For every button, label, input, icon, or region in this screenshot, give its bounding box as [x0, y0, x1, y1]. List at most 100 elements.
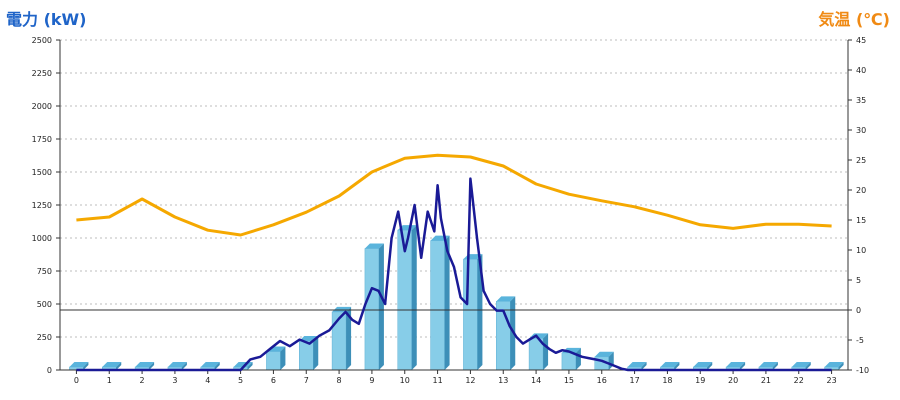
bar-side	[543, 333, 549, 370]
power-line	[76, 177, 832, 372]
x-tick-label: 3	[172, 376, 177, 385]
bar-side	[641, 362, 647, 370]
bar-front	[299, 340, 314, 371]
bar-top	[397, 225, 417, 231]
bar-side	[346, 306, 352, 370]
bar-top	[824, 362, 844, 367]
x-tick-label: 21	[761, 376, 771, 385]
bar-side	[214, 362, 220, 370]
bar-top	[791, 362, 811, 367]
bar-side	[181, 362, 187, 370]
x-tick-label: 7	[304, 376, 309, 385]
bar-side	[378, 243, 384, 370]
bar-top	[102, 362, 122, 367]
bar	[200, 362, 220, 371]
x-tick-label: 4	[205, 376, 210, 385]
bar-top	[496, 296, 516, 302]
bar-top	[594, 351, 614, 357]
bar-top	[758, 362, 778, 367]
right-tick-label: 35	[856, 96, 866, 105]
bar-top	[726, 362, 746, 367]
x-tick-label: 22	[794, 376, 804, 385]
bar	[134, 362, 155, 371]
right-tick-label: 5	[856, 276, 861, 285]
right-tick-label: 40	[856, 66, 866, 75]
bar-top	[660, 362, 680, 367]
bar-side	[247, 362, 253, 370]
bar-front	[266, 351, 281, 371]
bar-side	[575, 347, 581, 370]
bar-side	[838, 362, 844, 370]
left-tick-label: 0	[47, 366, 52, 375]
right-tick-label: 15	[856, 216, 866, 225]
x-tick-label: 9	[369, 376, 374, 385]
temperature-line	[76, 153, 832, 237]
bar-side	[805, 362, 811, 370]
bar-side	[707, 362, 713, 370]
bar	[430, 235, 450, 371]
left-tick-label: 500	[37, 300, 52, 309]
bar-side	[116, 362, 122, 370]
bar	[364, 243, 384, 371]
bar	[824, 362, 844, 371]
x-tick-label: 18	[662, 376, 672, 385]
bar	[693, 362, 713, 371]
right-tick-label: 20	[856, 186, 866, 195]
bar-side	[149, 362, 155, 370]
bar-front	[430, 240, 445, 371]
bar	[758, 362, 778, 371]
right-tick-label: 45	[856, 36, 866, 45]
bar-top	[364, 243, 384, 249]
x-tick-label: 16	[597, 376, 607, 385]
bar-side	[740, 362, 746, 370]
bar	[725, 362, 746, 371]
bar-front	[331, 311, 347, 371]
x-tick-label: 13	[498, 376, 508, 385]
bar-side	[444, 235, 450, 370]
bar	[463, 254, 483, 371]
bar	[791, 362, 811, 371]
bar-front	[364, 248, 380, 371]
left-axis-title: 電力 (kW)	[6, 10, 87, 29]
bar	[167, 362, 187, 371]
bar	[69, 362, 89, 371]
bar	[528, 333, 549, 371]
left-tick-label: 1250	[32, 201, 52, 210]
bar-top	[200, 362, 220, 367]
bar-side	[477, 254, 483, 370]
x-tick-label: 1	[107, 376, 112, 385]
bar-top	[135, 362, 155, 367]
x-tick-label: 20	[728, 376, 738, 385]
bar	[397, 225, 417, 371]
x-tick-label: 6	[271, 376, 276, 385]
x-tick-label: 12	[465, 376, 475, 385]
right-tick-label: 25	[856, 156, 866, 165]
bar-side	[313, 335, 319, 370]
x-tick-label: 14	[531, 376, 541, 385]
x-tick-label: 11	[432, 376, 442, 385]
right-tick-label: -10	[856, 366, 869, 375]
bar-side	[772, 362, 778, 370]
bar-top	[693, 362, 713, 367]
bar	[496, 296, 516, 371]
right-tick-label: 0	[856, 306, 861, 315]
bar-side	[280, 346, 286, 370]
x-tick-label: 17	[629, 376, 639, 385]
left-tick-label: 750	[37, 267, 52, 276]
bar-top	[332, 306, 352, 312]
left-tick-label: 2250	[32, 69, 52, 78]
x-tick-label: 23	[826, 376, 836, 385]
right-tick-label: -5	[856, 336, 864, 345]
left-tick-label: 1000	[32, 234, 52, 243]
left-tick-label: 2500	[32, 36, 52, 45]
bar-front	[561, 352, 577, 371]
left-tick-label: 250	[37, 333, 52, 342]
bar-top	[627, 362, 647, 367]
bar	[331, 306, 352, 371]
bar	[102, 362, 122, 371]
bar-front	[463, 258, 478, 371]
x-tick-label: 2	[140, 376, 145, 385]
bar-side	[411, 225, 417, 370]
x-tick-label: 19	[695, 376, 705, 385]
